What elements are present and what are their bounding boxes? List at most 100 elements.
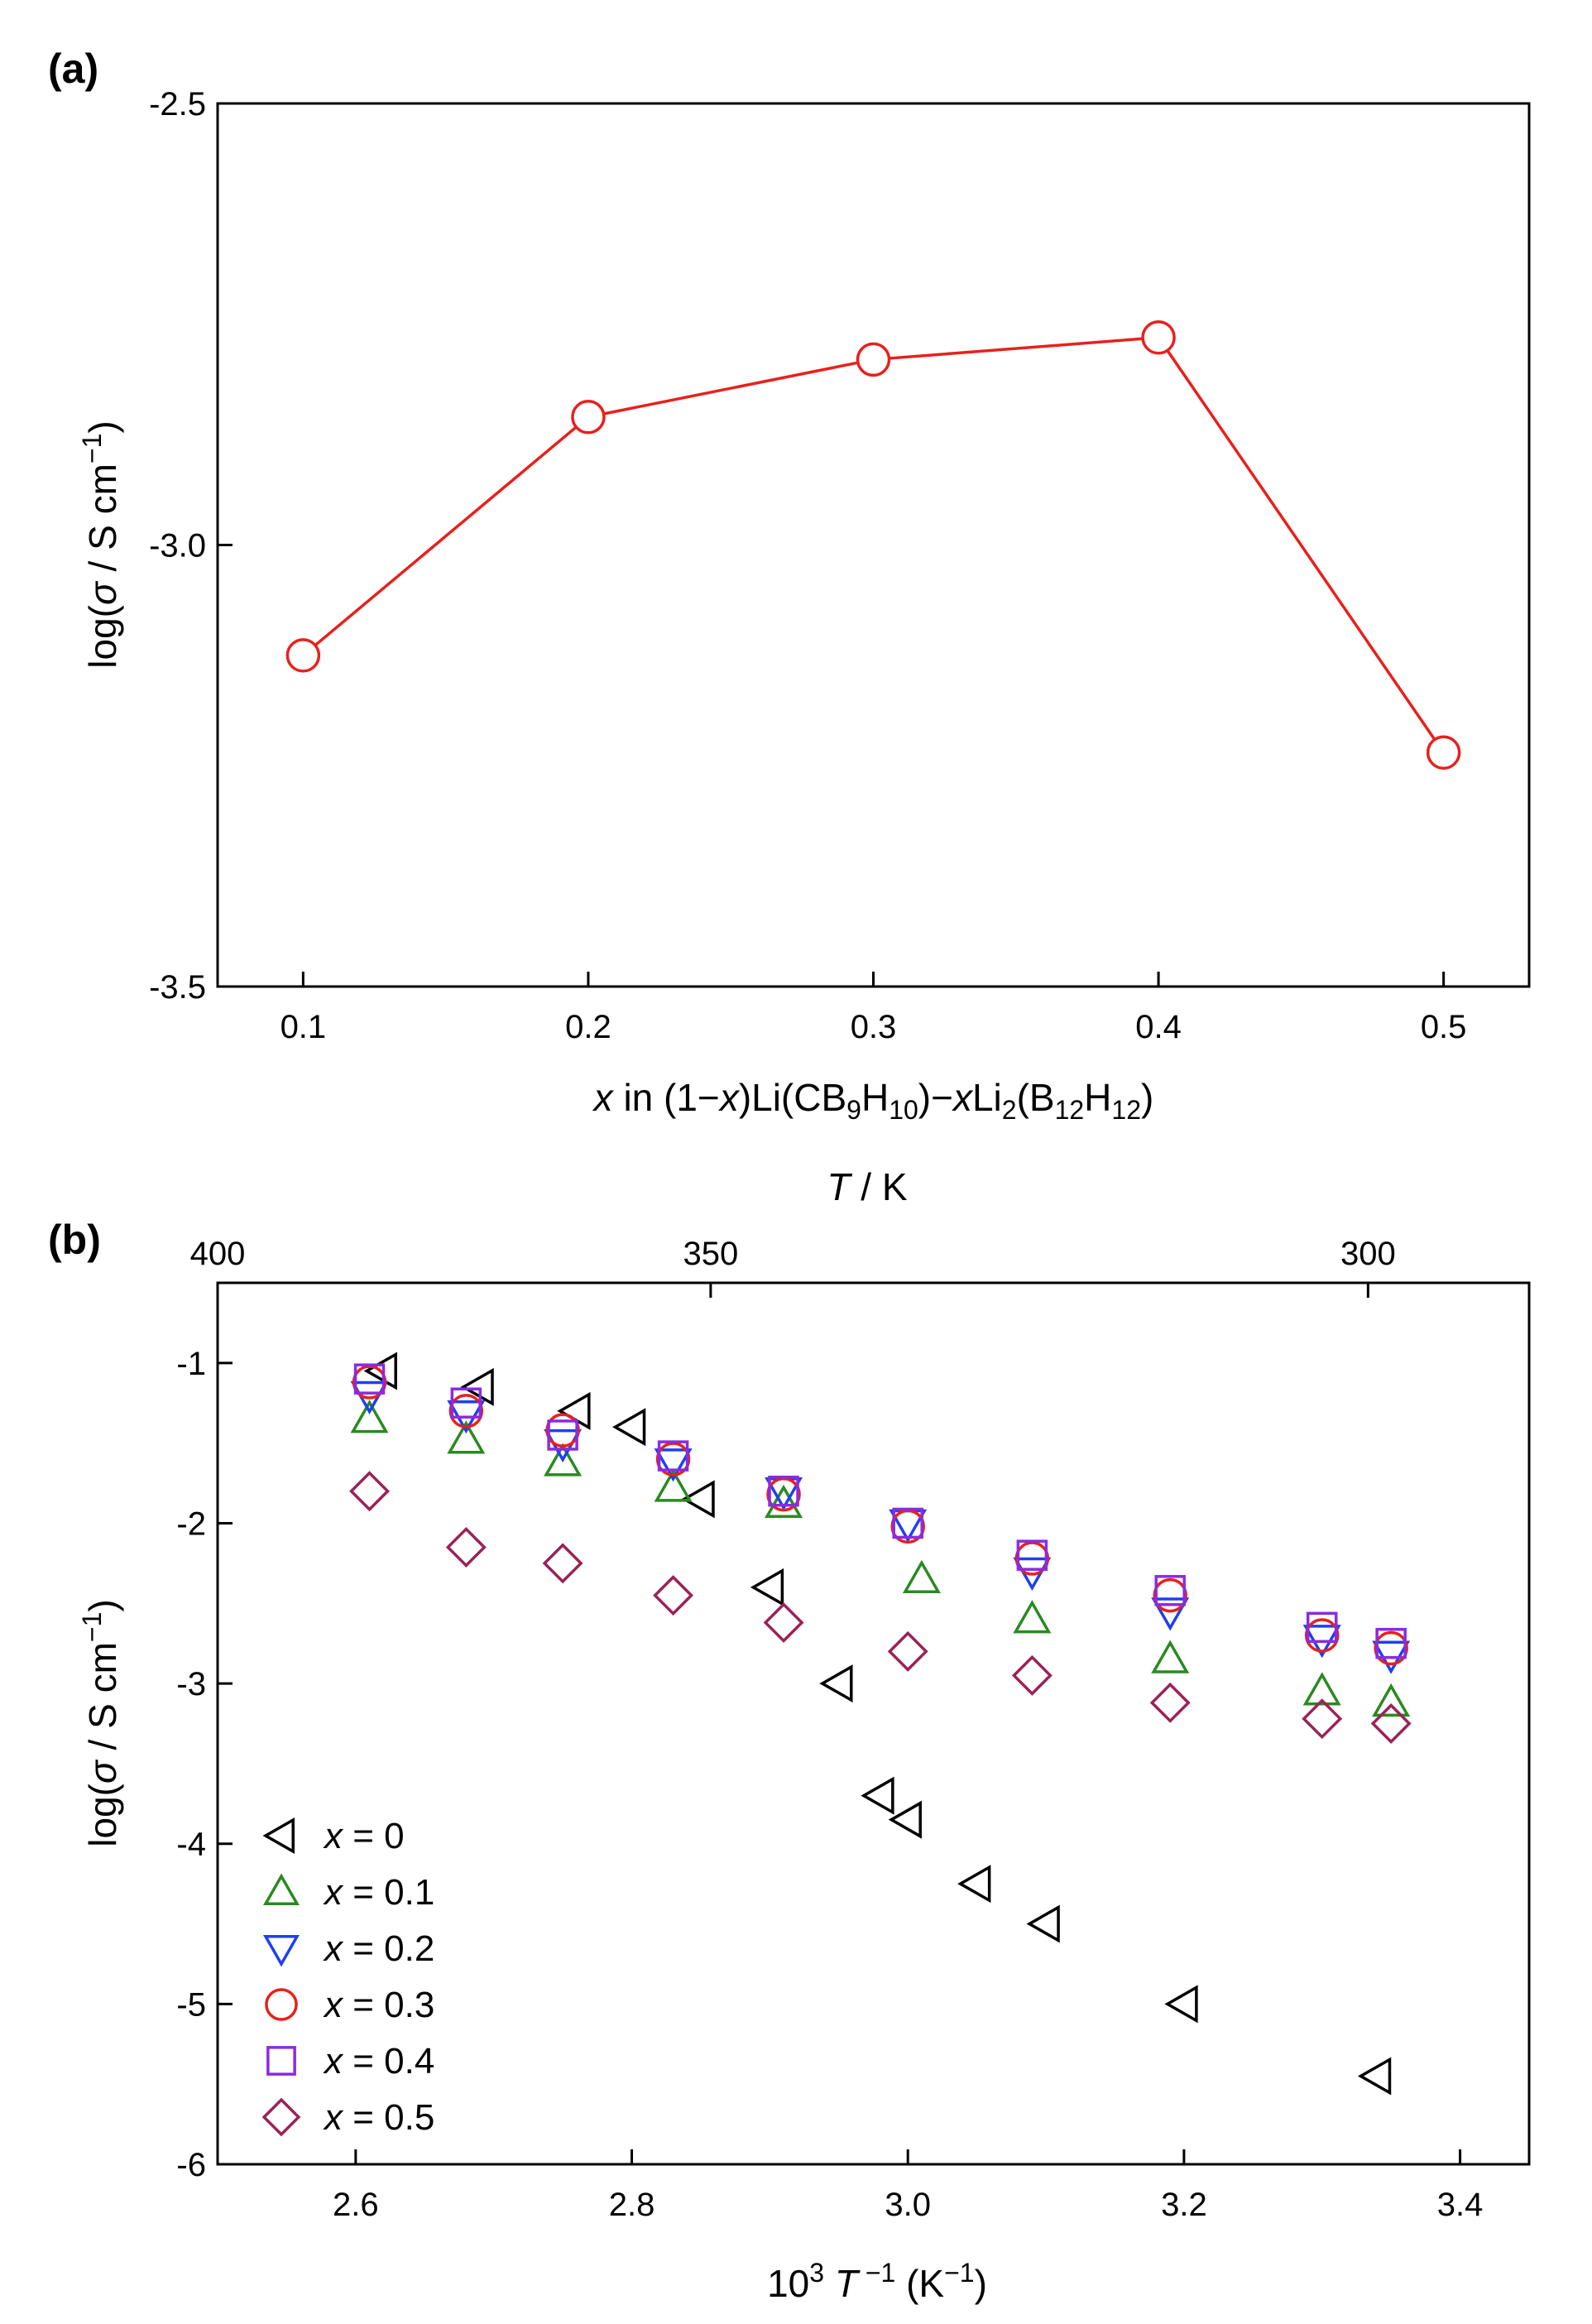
panel-b-series-5-point (445, 1527, 487, 1568)
panel-a-y-tick-label: -3.0 (149, 528, 206, 564)
panel-b-series-1-point (1013, 1600, 1052, 1634)
panel-a-frame (216, 102, 1531, 988)
legend-label-2: x = 0.2 (323, 1928, 434, 1969)
legend-label-4: x = 0.4 (323, 2041, 434, 2082)
panel-a-data-point (856, 342, 891, 377)
panel-b-series-2-point (654, 1448, 693, 1482)
panel-a-x-tick-label: 0.1 (281, 1009, 327, 1045)
panel-b-series-4-point (450, 1387, 482, 1419)
panel-b-series-0-point (1357, 2057, 1392, 2096)
panel-b-series-3-point (1374, 1630, 1408, 1666)
panel-a-y-tick-label: -3.5 (149, 969, 206, 1006)
panel-b-series-1-point (544, 1443, 583, 1477)
panel-b-series-1-point (654, 1468, 693, 1502)
panel-b-x-tick-label: 2.8 (609, 2187, 655, 2223)
legend-marker-1 (262, 1873, 300, 1905)
panel-b-series-5-point (653, 1575, 694, 1616)
panel-b-y-tick-label: -5 (176, 1986, 206, 2023)
panel-b-series-0-point (557, 1391, 591, 1430)
panel-b-series-1-point (1151, 1640, 1190, 1673)
panel-b-series (349, 1352, 1412, 2096)
legend-label-0: x = 0 (323, 1816, 405, 1856)
panel-b-x-tick-label: 2.6 (333, 2187, 379, 2223)
panel-b-series-4-point (547, 1419, 578, 1451)
panel-a-y-ticks: -3.5 -3.0 -2.5 (149, 86, 233, 1006)
panel-b-x-tick-label: 3.2 (1161, 2187, 1207, 2223)
panel-b-series-4-point (892, 1507, 923, 1539)
panel-b-series-5-point (1370, 1703, 1412, 1744)
panel-a-data-point (1426, 735, 1461, 770)
panel-b-series-3-point (655, 1442, 691, 1477)
panel-b-series-0-point (611, 1408, 646, 1447)
panel-b-series-5-point (1302, 1698, 1343, 1740)
panel-b-series-3-point (448, 1394, 484, 1428)
panel-b-series-3-point (1304, 1618, 1340, 1653)
legend-marker-4 (266, 2046, 296, 2076)
panel-b-series-1-point (1302, 1672, 1341, 1706)
panel-b-series-0-point (681, 1480, 715, 1519)
panel-b-series-0-point (957, 1865, 991, 1904)
panel-b-series-0-point (888, 1800, 922, 1839)
panel-b-legend: x = 0 x = 0.1 x = 0.2 x = 0.3 x = 0.4 x = 0.5 (261, 1816, 434, 2138)
panel-b-x-tick-label: 3.4 (1437, 2187, 1484, 2223)
panel-a-y-axis-title: log(σ / S cm−1) (77, 420, 124, 668)
panel-a-x-tick-label: 0.3 (851, 1009, 897, 1045)
panel-b-series-0-point (819, 1664, 853, 1703)
panel-b-series-1-point (765, 1484, 803, 1518)
panel-b-series-4-point (1375, 1627, 1407, 1659)
panel-a-data-point (1141, 320, 1176, 355)
panel-b-series-1-point (1372, 1683, 1411, 1717)
panel-a-label: (a) (48, 46, 98, 92)
panel-b-top-tick-label: 350 (683, 1236, 738, 1272)
panel-b-series-5-point (1011, 1654, 1053, 1696)
panel-a-x-ticks: 0.1 0.2 0.3 0.4 0.5 (281, 972, 1467, 1045)
panel-b-series-4-point (768, 1475, 799, 1507)
panel-b-series-0-point (460, 1367, 494, 1406)
legend-label-1: x = 0.1 (323, 1872, 434, 1913)
panel-b-series-0-point (750, 1568, 784, 1606)
panel-a-data-point (285, 638, 321, 673)
panel-b-series-4-point (657, 1440, 689, 1472)
panel-a: (a) 0.1 0.2 0.3 0.4 0.5 -3.5 -3.0 -2.5 x in (1… (48, 46, 1531, 1125)
panel-b-series-4-point (353, 1363, 386, 1395)
panel-b-series-4-point (1154, 1575, 1186, 1606)
panel-b-series-5-point (1149, 1682, 1191, 1723)
panel-b-frame (216, 1281, 1531, 2166)
panel-a-data-point (571, 400, 606, 435)
legend-label-5: x = 0.5 (323, 2097, 434, 2138)
panel-b-y-ticks: -6 -5 -4 -3 -2 -1 (176, 1346, 233, 2183)
panel-b-y-axis-title: log(σ / S cm−1) (77, 1599, 124, 1846)
panel-a-x-tick-label: 0.5 (1421, 1009, 1467, 1045)
panel-b-y-tick-label: -3 (176, 1666, 206, 1702)
panel-b-top-tick-label: 300 (1340, 1236, 1396, 1272)
panel-b-series-0-point (861, 1776, 894, 1815)
panel-b-series-1-point (902, 1559, 941, 1593)
panel-b-series-3-point (890, 1509, 925, 1544)
panel-b-series-4-point (1306, 1611, 1338, 1644)
panel-b-series-3-point (352, 1365, 387, 1400)
panel-a-x-tick-label: 0.2 (565, 1009, 611, 1045)
panel-b-series-0-point (363, 1352, 397, 1390)
panel-a-y-tick-label: -2.5 (149, 86, 206, 122)
panel-b-top-tick-label: 400 (190, 1236, 246, 1272)
panel-a-x-tick-label: 0.4 (1135, 1009, 1182, 1045)
panel-b-x-ticks: 2.6 2.8 3.0 3.2 3.4 (333, 2149, 1483, 2223)
panel-b-series-5-point (887, 1630, 928, 1672)
panel-b-label: (b) (48, 1217, 101, 1263)
panel-b-series-1-point (350, 1400, 389, 1433)
panel-b-top-axis-title: T / K (827, 1165, 907, 1208)
legend-label-3: x = 0.3 (323, 1985, 434, 2025)
panel-b-series-0-point (1026, 1904, 1060, 1943)
legend-marker-0 (262, 1817, 295, 1855)
panel-b-series-3-point (1153, 1577, 1187, 1613)
panel-b-y-tick-label: -1 (176, 1346, 206, 1382)
panel-b-x-axis-title: 103 T −1 (K−1) (767, 2258, 987, 2305)
panel-b-series-3-point (1014, 1541, 1050, 1576)
panel-b-y-tick-label: -2 (176, 1505, 206, 1542)
panel-b-series-5-point (542, 1543, 583, 1584)
panel-b-y-tick-label: -6 (176, 2147, 206, 2183)
panel-b-series-3-point (545, 1413, 580, 1448)
legend-marker-3 (265, 1988, 298, 2021)
panel-a-series-line (302, 335, 1446, 754)
panel-b-series-1-point (447, 1420, 486, 1454)
